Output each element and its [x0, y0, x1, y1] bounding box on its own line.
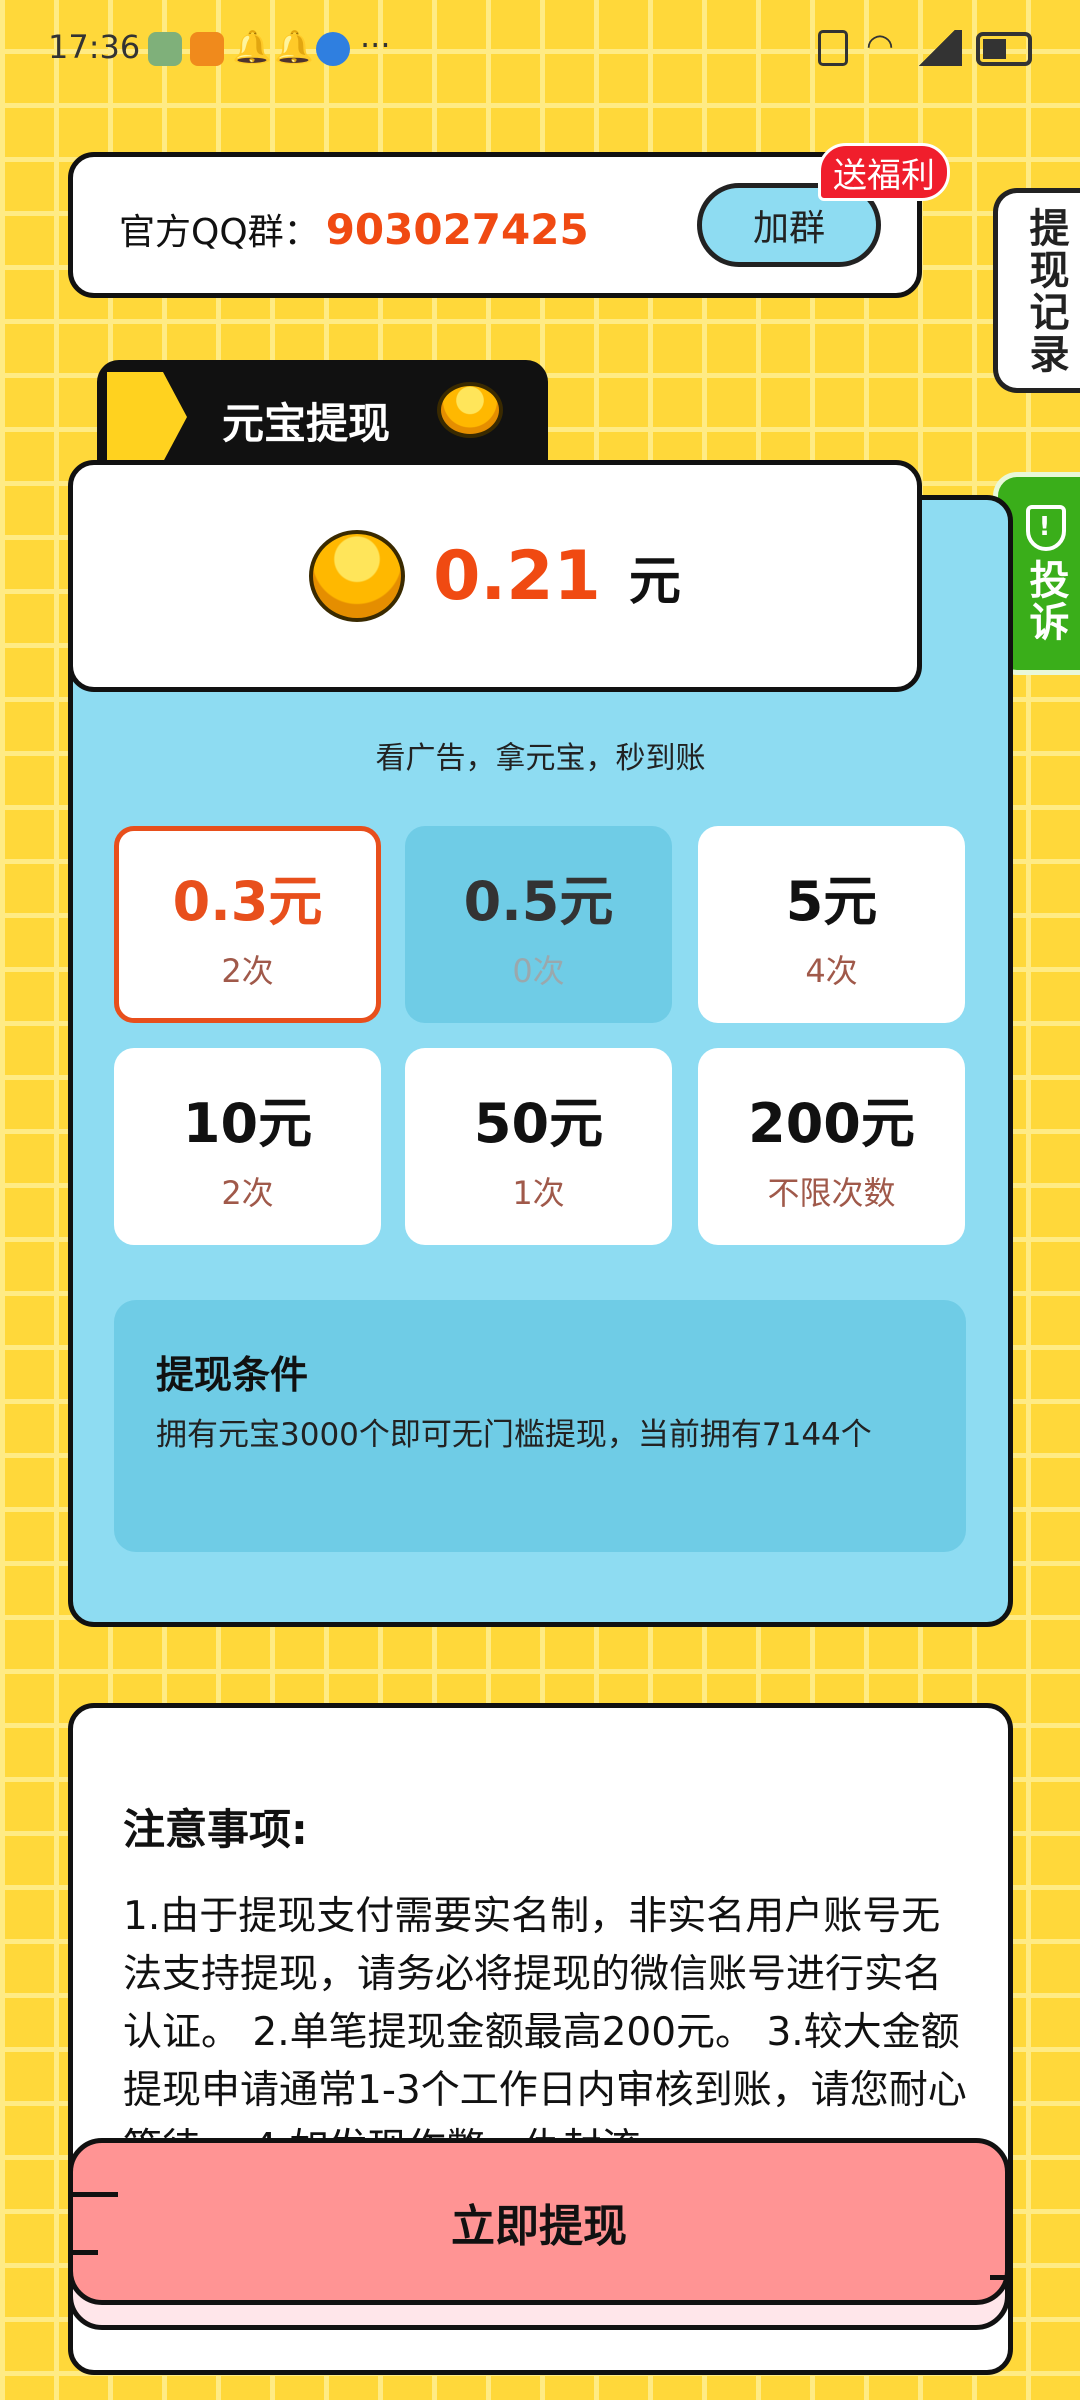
decor-line: [68, 2250, 98, 2255]
option-200[interactable]: 200元不限次数: [698, 1048, 965, 1245]
wifi-icon: ◠: [866, 26, 894, 64]
welfare-badge: 送福利: [818, 143, 950, 201]
option-value: 50元: [473, 1092, 604, 1155]
option-count: 4次: [805, 952, 858, 990]
option-count: 1次: [512, 1174, 565, 1212]
tagline: 看广告，拿元宝，秒到账: [375, 741, 706, 776]
signal-4g-icon: [912, 30, 962, 66]
option-count: 2次: [221, 952, 274, 990]
pg-app-icon: [190, 32, 224, 66]
option-0.5[interactable]: 0.5元 0次: [405, 826, 672, 1023]
status-time: 17:36: [48, 28, 141, 66]
conditions-title: 提现条件: [156, 1353, 309, 1397]
chevron-decoration: [107, 372, 187, 462]
conditions-box: 提现条件 拥有元宝3000个即可无门槛提现，当前拥有7144个: [114, 1300, 966, 1552]
vibrate-icon: [818, 30, 848, 66]
option-value: 0.5元: [463, 870, 614, 933]
ingot-icon: [437, 382, 503, 438]
option-count: 0次: [512, 952, 565, 990]
option-count: 2次: [221, 1174, 274, 1212]
option-0.3[interactable]: 0.3元 2次: [114, 826, 381, 1023]
option-5[interactable]: 5元 4次: [698, 826, 965, 1023]
decor-line: [990, 2275, 1010, 2280]
section-title: 元宝提现: [222, 399, 391, 448]
decor-line: [68, 2192, 118, 2197]
game-app-icon: [148, 32, 182, 66]
option-value: 200元: [748, 1092, 915, 1155]
qq-group-label: 官方QQ群：: [119, 212, 320, 253]
option-value: 0.3元: [172, 870, 323, 933]
battery-icon: [976, 32, 1032, 66]
qq-icon: 🔔: [274, 28, 314, 66]
qq-group-number[interactable]: 903027425: [325, 205, 589, 254]
balance-unit: 元: [628, 551, 681, 612]
notes-text: 1.由于提现支付需要实名制，非实名用户账号无法支持提现，请务必将提现的微信账号进…: [123, 1894, 967, 2171]
bell-icon: 🔔: [232, 28, 272, 66]
balance-card: 0.21 元: [68, 460, 922, 692]
notes-title: 注意事项:: [123, 1805, 308, 1854]
option-value: 5元: [785, 870, 878, 933]
browser-icon: [316, 32, 350, 66]
complaint-label: 投诉: [1022, 558, 1069, 643]
option-count: 不限次数: [767, 1174, 896, 1212]
ingot-icon: [309, 530, 406, 622]
option-value: 10元: [182, 1092, 313, 1155]
status-bar: 17:36 🔔 🔔 ··· ◠: [0, 0, 1080, 100]
option-50[interactable]: 50元 1次: [405, 1048, 672, 1245]
conditions-text: 拥有元宝3000个即可无门槛提现，当前拥有7144个: [156, 1417, 872, 1453]
withdraw-records-tab[interactable]: 提现记录: [993, 188, 1080, 393]
option-10[interactable]: 10元 2次: [114, 1048, 381, 1245]
more-notifications: ···: [360, 26, 391, 64]
shield-alert-icon: !: [1025, 504, 1066, 551]
section-tab: 元宝提现: [97, 360, 548, 470]
balance-amount: 0.21: [433, 536, 601, 616]
qq-group-card: 官方QQ群： 903027425 加群: [68, 152, 922, 298]
withdraw-now-button[interactable]: 立即提现: [68, 2138, 1010, 2305]
